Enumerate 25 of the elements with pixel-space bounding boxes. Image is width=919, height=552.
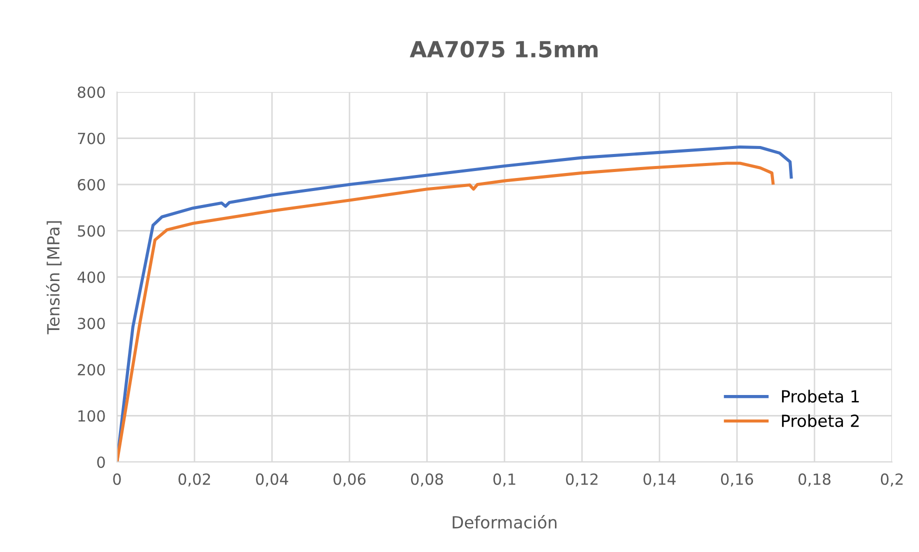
y-tick-label: 300 bbox=[78, 318, 105, 330]
x-tick-label: 0,2 bbox=[880, 473, 903, 486]
x-tick-label: 0,18 bbox=[798, 473, 830, 486]
x-tick-label: 0,14 bbox=[644, 473, 676, 486]
y-tick-label: 700 bbox=[78, 132, 105, 144]
y-axis-title: Tensión [MPa] bbox=[46, 221, 62, 334]
x-tick-label: 0,12 bbox=[566, 473, 598, 486]
chart-title: AA7075 1.5mm bbox=[410, 40, 598, 58]
x-tick-label: 0 bbox=[113, 473, 121, 485]
y-tick-label: 400 bbox=[77, 271, 105, 284]
legend-label: Probeta 1 bbox=[782, 390, 859, 403]
legend-label: Probeta 2 bbox=[782, 414, 859, 428]
y-tick-label: 200 bbox=[78, 364, 105, 376]
y-tick-label: 100 bbox=[78, 410, 105, 422]
x-tick-label: 0,04 bbox=[256, 473, 288, 486]
x-tick-label: 0,08 bbox=[411, 473, 443, 486]
x-axis-title: Deformación bbox=[452, 515, 556, 529]
y-tick-label: 800 bbox=[78, 86, 105, 98]
x-tick-label: 0,16 bbox=[721, 473, 754, 486]
x-tick-label: 0,06 bbox=[334, 473, 366, 486]
y-tick-label: 600 bbox=[78, 178, 105, 191]
y-tick-label: 500 bbox=[78, 225, 105, 237]
x-tick-label: 0,02 bbox=[178, 473, 210, 486]
x-tick-label: 0,1 bbox=[493, 473, 516, 486]
y-tick-label: 0 bbox=[97, 456, 105, 468]
